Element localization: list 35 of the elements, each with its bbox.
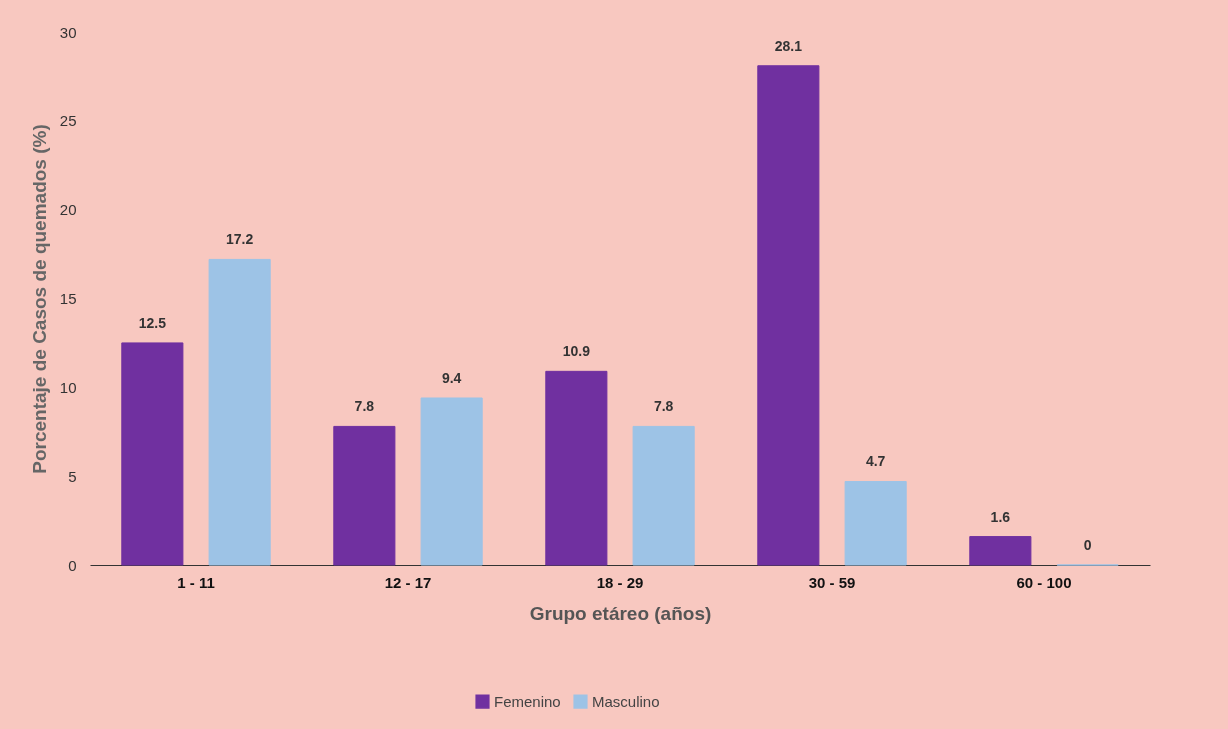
y-tick-label: 30 <box>59 23 77 41</box>
bar <box>420 397 483 566</box>
y-tick-label: 25 <box>59 112 77 130</box>
data-label: 7.8 <box>653 398 674 415</box>
x-tick-label: 12 - 17 <box>384 573 432 591</box>
data-label: 1.6 <box>990 508 1011 525</box>
bar <box>333 425 396 566</box>
x-tick-label: 1 - 11 <box>177 573 215 591</box>
bar <box>632 425 695 566</box>
y-tick-label: 20 <box>59 201 77 219</box>
data-label: 7.8 <box>354 398 375 415</box>
data-label: 17.2 <box>226 231 254 248</box>
x-axis-title: Grupo etáreo (años) <box>529 602 712 624</box>
y-tick-label: 15 <box>59 290 77 307</box>
data-label: 0 <box>1083 537 1092 553</box>
y-tick-label: 10 <box>59 378 77 396</box>
bar <box>121 342 184 566</box>
bar <box>757 65 820 566</box>
data-label: 4.7 <box>865 453 886 470</box>
x-tick-label: 60 - 100 <box>1016 573 1072 591</box>
bar <box>208 258 271 566</box>
x-tick-label: 30 - 59 <box>808 573 856 591</box>
legend-label: Femenino <box>494 692 561 710</box>
bar <box>969 536 1032 566</box>
data-label: 10.9 <box>562 343 591 360</box>
bar <box>545 370 608 566</box>
y-tick-label: 5 <box>68 467 77 485</box>
y-tick-label: 0 <box>68 556 77 574</box>
data-label: 9.4 <box>441 369 462 386</box>
y-axis-title: Porcentaje de Casos de quemados (%) <box>28 124 50 474</box>
x-tick-label: 18 - 29 <box>596 573 644 591</box>
bar <box>844 481 907 566</box>
data-label: 12.5 <box>138 314 167 331</box>
data-label: 28.1 <box>774 37 803 54</box>
legend-label: Masculino <box>592 692 660 710</box>
